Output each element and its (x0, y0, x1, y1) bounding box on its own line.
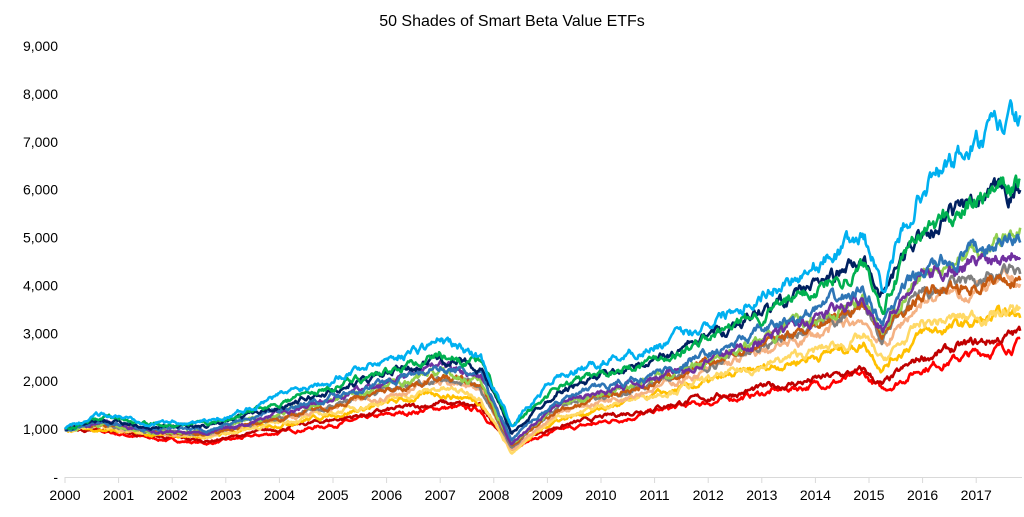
x-tick-label: 2012 (693, 487, 724, 503)
series-lines (63, 99, 1022, 455)
x-tick-label: 2002 (157, 487, 188, 503)
series-line-12 (63, 99, 1022, 431)
series-line-10 (64, 177, 1022, 435)
x-tick-label: 2015 (853, 487, 884, 503)
x-axis: 2000 2001 2002 2003 2004 2005 2006 2007 2008 2009… (49, 477, 1022, 503)
x-tick-label: 2001 (103, 487, 134, 503)
x-tick-label: 2013 (746, 487, 777, 503)
y-tick-label: 2,000 (23, 373, 58, 389)
y-tick-label: - (53, 469, 58, 485)
series-line-1 (64, 325, 1022, 446)
x-tick-label: 2016 (907, 487, 938, 503)
x-tick-label: 2000 (49, 487, 80, 503)
y-axis: - 1,000 2,000 3,000 4,000 5,000 6,000 7,000 8,00… (23, 38, 58, 485)
y-tick-label: 7,000 (23, 134, 58, 150)
chart-title: 50 Shades of Smart Beta Value ETFs (379, 13, 645, 30)
x-tick-label: 2004 (264, 487, 295, 503)
y-tick-label: 3,000 (23, 325, 58, 341)
y-tick-label: 8,000 (23, 86, 58, 102)
x-tick-label: 2005 (317, 487, 348, 503)
x-tick-label: 2009 (532, 487, 563, 503)
x-tick-label: 2014 (800, 487, 831, 503)
x-tick-label: 2011 (640, 487, 670, 503)
x-tick-label: 2003 (210, 487, 241, 503)
x-tick-label: 2008 (478, 487, 509, 503)
y-tick-label: 6,000 (23, 182, 58, 198)
y-tick-label: 4,000 (23, 277, 58, 293)
series-line-8 (64, 252, 1022, 446)
x-tick-label: 2006 (371, 487, 402, 503)
series-line-9 (64, 232, 1022, 442)
x-tick-label: 2007 (425, 487, 456, 503)
x-tick-label: 2017 (961, 487, 992, 503)
y-tick-label: 5,000 (23, 230, 58, 246)
y-tick-label: 1,000 (23, 421, 58, 437)
x-tick-label: 2010 (585, 487, 616, 503)
y-tick-label: 9,000 (23, 38, 58, 54)
